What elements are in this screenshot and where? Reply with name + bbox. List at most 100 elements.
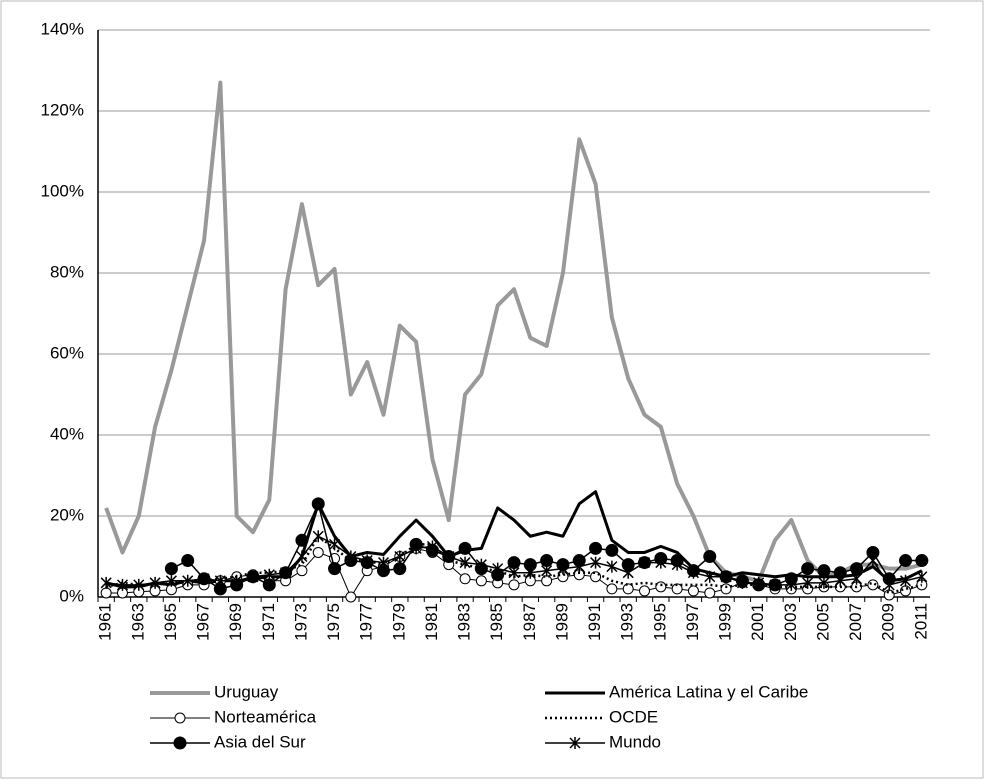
marker [443, 550, 455, 563]
x-tick-label: 1965 [161, 603, 180, 641]
x-tick-label: 2009 [879, 603, 898, 641]
marker [475, 575, 487, 587]
x-tick-label: 1983 [455, 603, 474, 641]
x-tick-label: 2007 [846, 603, 865, 641]
x-tick-label: 2003 [781, 603, 800, 641]
marker [638, 556, 651, 569]
marker [410, 542, 422, 555]
y-tick-label: 80% [50, 262, 84, 281]
marker [605, 543, 619, 557]
marker [834, 574, 846, 587]
marker [557, 562, 569, 575]
y-tick-label: 0% [59, 586, 84, 605]
marker [589, 541, 603, 555]
marker [606, 560, 618, 573]
marker [915, 554, 929, 568]
marker [720, 583, 732, 595]
marker [541, 564, 553, 577]
marker [899, 554, 913, 568]
y-tick-label: 120% [41, 100, 84, 119]
marker [606, 583, 618, 595]
marker [916, 570, 928, 583]
marker [100, 576, 112, 589]
marker [475, 558, 487, 571]
y-tick-label: 40% [50, 424, 84, 443]
marker [508, 566, 520, 579]
legend-marker [174, 712, 186, 724]
legend-marker [173, 736, 187, 750]
marker [524, 566, 536, 579]
marker [703, 550, 717, 563]
marker [899, 574, 912, 587]
marker [345, 591, 357, 603]
legend-label: Mundo [609, 732, 661, 751]
marker [720, 570, 732, 583]
marker [214, 574, 226, 587]
marker [164, 562, 178, 576]
marker [458, 541, 472, 555]
x-tick-label: 2005 [813, 603, 832, 641]
marker [393, 562, 407, 576]
y-tick-label: 140% [41, 19, 84, 38]
x-tick-label: 1995 [650, 603, 669, 641]
marker [182, 574, 194, 587]
marker [116, 578, 129, 591]
marker [247, 570, 259, 583]
marker [622, 566, 634, 579]
marker [818, 576, 830, 589]
y-tick-label: 100% [41, 181, 84, 200]
marker [165, 574, 177, 587]
marker [329, 538, 341, 551]
marker [655, 581, 667, 593]
marker [377, 556, 390, 569]
x-tick-label: 1977 [357, 603, 376, 641]
x-tick-label: 1969 [226, 603, 245, 641]
legend-label: Norteamérica [214, 707, 317, 726]
marker [280, 566, 292, 579]
marker [867, 579, 879, 591]
marker [459, 573, 471, 585]
marker [801, 562, 815, 576]
marker [328, 562, 342, 576]
marker [639, 585, 651, 597]
y-tick-label: 20% [50, 505, 84, 524]
x-tick-label: 1971 [259, 603, 278, 641]
x-tick-label: 1979 [389, 603, 408, 641]
marker [704, 587, 716, 599]
marker [508, 579, 520, 591]
marker [263, 568, 275, 581]
x-tick-label: 1987 [520, 603, 539, 641]
x-tick-label: 1975 [324, 603, 343, 641]
marker [655, 556, 667, 569]
x-tick-label: 1981 [422, 603, 441, 641]
marker [296, 565, 308, 577]
marker [394, 550, 406, 563]
marker [817, 564, 831, 578]
marker [671, 558, 683, 571]
marker [622, 583, 634, 595]
marker [198, 572, 210, 585]
marker [785, 578, 797, 591]
x-tick-label: 1997 [683, 603, 702, 641]
x-tick-label: 1973 [291, 603, 310, 641]
legend-marker [569, 737, 581, 749]
marker [769, 578, 781, 591]
marker [312, 546, 324, 558]
marker [296, 550, 308, 563]
marker [687, 585, 699, 597]
legend-label: Uruguay [214, 682, 279, 701]
marker [753, 576, 765, 589]
y-tick-label: 60% [50, 343, 84, 362]
marker [149, 576, 161, 589]
x-tick-label: 1993 [618, 603, 637, 641]
marker [867, 554, 879, 567]
marker [231, 574, 243, 587]
marker [345, 550, 357, 563]
x-tick-label: 1989 [552, 603, 571, 641]
marker [426, 540, 438, 553]
marker [459, 556, 471, 569]
marker [802, 576, 814, 589]
x-tick-label: 1991 [585, 603, 604, 641]
